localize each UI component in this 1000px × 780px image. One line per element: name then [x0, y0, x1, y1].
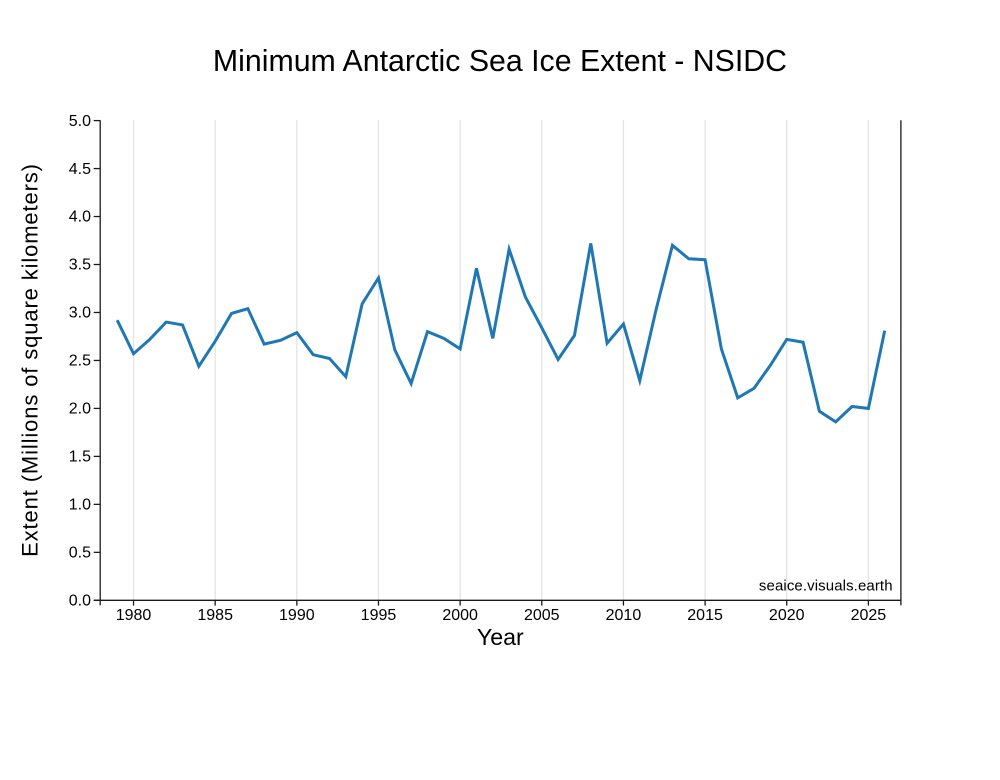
- svg-text:2.5: 2.5: [69, 353, 91, 370]
- svg-text:2005: 2005: [524, 607, 560, 624]
- svg-text:4.5: 4.5: [69, 161, 91, 178]
- svg-text:0.5: 0.5: [69, 545, 91, 562]
- svg-text:2025: 2025: [851, 607, 887, 624]
- svg-text:3.5: 3.5: [69, 257, 91, 274]
- svg-text:Minimum Antarctic Sea Ice Exte: Minimum Antarctic Sea Ice Extent - NSIDC: [213, 45, 787, 78]
- svg-text:1985: 1985: [197, 607, 233, 624]
- svg-text:1980: 1980: [116, 607, 152, 624]
- svg-text:2.0: 2.0: [69, 401, 91, 418]
- svg-text:3.0: 3.0: [69, 305, 91, 322]
- svg-text:2020: 2020: [769, 607, 805, 624]
- svg-text:1995: 1995: [361, 607, 397, 624]
- svg-text:Year: Year: [477, 624, 524, 650]
- svg-text:0.0: 0.0: [69, 593, 91, 610]
- svg-text:4.0: 4.0: [69, 209, 91, 226]
- svg-text:Extent (Millions of square kil: Extent (Millions of square kilometers): [17, 163, 42, 557]
- svg-text:1.5: 1.5: [69, 449, 91, 466]
- svg-text:5.0: 5.0: [69, 113, 91, 130]
- svg-text:1990: 1990: [279, 607, 315, 624]
- svg-text:seaice.visuals.earth: seaice.visuals.earth: [759, 577, 893, 594]
- svg-text:1.0: 1.0: [69, 497, 91, 514]
- svg-text:2010: 2010: [606, 607, 642, 624]
- svg-text:2015: 2015: [687, 607, 723, 624]
- svg-text:2000: 2000: [442, 607, 478, 624]
